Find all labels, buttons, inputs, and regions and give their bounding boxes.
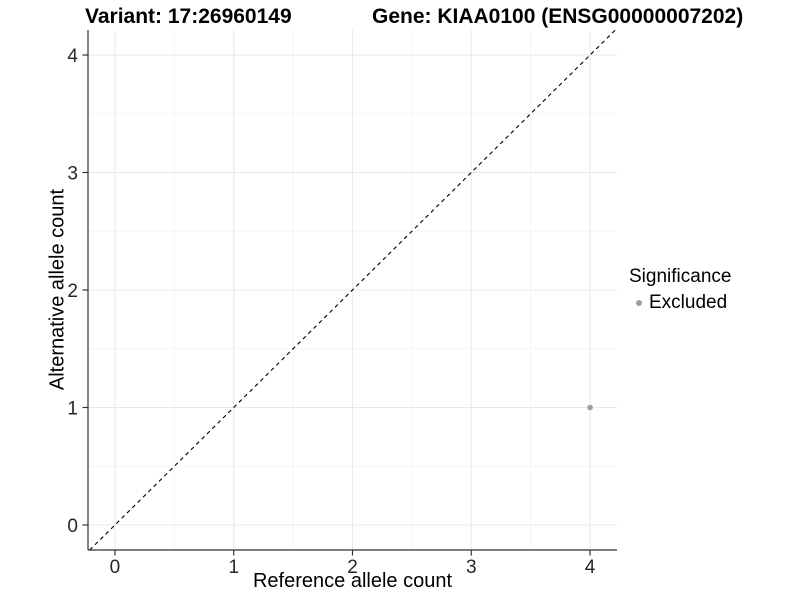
x-tick-label: 3 xyxy=(466,557,477,578)
y-tick-label: 3 xyxy=(67,164,78,185)
y-tick-label: 4 xyxy=(67,46,78,67)
y-axis-title: Alternative allele count xyxy=(46,188,69,391)
legend-key-dot xyxy=(636,300,642,306)
y-tick-label: 1 xyxy=(67,398,78,419)
legend-item: Excluded xyxy=(627,292,731,314)
x-tick-label: 1 xyxy=(228,557,239,578)
y-tick-label: 2 xyxy=(67,281,78,302)
identity-line xyxy=(89,29,616,551)
x-tick-label: 4 xyxy=(585,557,596,578)
y-tick-label: 0 xyxy=(67,516,78,537)
plot-title-variant: Variant: 17:26960149 xyxy=(85,5,292,28)
legend: Significance Excluded xyxy=(627,266,731,314)
legend-title: Significance xyxy=(629,266,732,287)
x-tick-label: 2 xyxy=(347,557,358,578)
x-tick-label: 0 xyxy=(110,557,121,578)
x-axis-title: Reference allele count xyxy=(252,570,452,592)
data-point xyxy=(587,404,593,411)
plot-title-gene: Gene: KIAA0100 (ENSG00000007202) xyxy=(372,5,744,28)
legend-item-label: Excluded xyxy=(649,292,728,313)
